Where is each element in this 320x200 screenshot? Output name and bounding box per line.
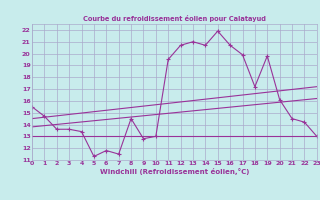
Title: Courbe du refroidissement éolien pour Calatayud: Courbe du refroidissement éolien pour Ca…	[83, 15, 266, 22]
X-axis label: Windchill (Refroidissement éolien,°C): Windchill (Refroidissement éolien,°C)	[100, 168, 249, 175]
